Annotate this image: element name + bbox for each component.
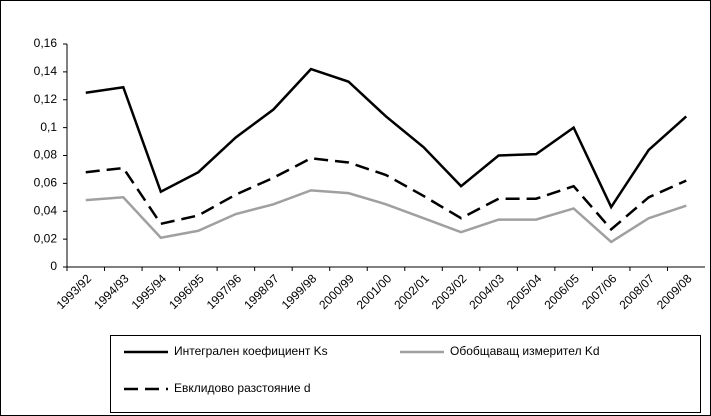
y-tick-label: 0,1 bbox=[40, 120, 57, 134]
series-line bbox=[85, 67, 688, 210]
y-tick-label: 0,14 bbox=[34, 64, 58, 78]
y-tick-label: 0,12 bbox=[34, 92, 58, 106]
legend-label: Интегрален коефициент Ks bbox=[174, 344, 328, 358]
y-tick-label: 0,06 bbox=[34, 176, 58, 190]
legend-label: Евклидово разстояние d bbox=[174, 381, 311, 395]
series-line bbox=[85, 189, 687, 244]
y-tick-label: 0,02 bbox=[34, 231, 58, 245]
y-tick-label: 0,08 bbox=[34, 148, 58, 162]
y-tick-label: 0,16 bbox=[34, 36, 58, 50]
legend-box bbox=[110, 335, 701, 413]
legend-label: Обобщаващ измерител Kd bbox=[450, 344, 600, 358]
series-line bbox=[85, 157, 687, 232]
y-tick-label: 0,04 bbox=[34, 203, 58, 217]
y-tick-label: 0 bbox=[50, 259, 57, 273]
